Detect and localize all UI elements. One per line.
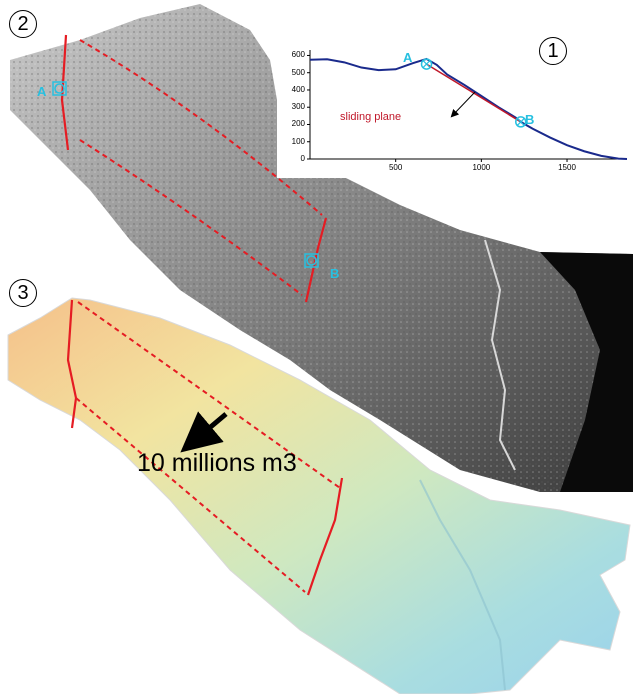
x-tick-label: 1500 (558, 163, 576, 172)
photo-point-b-label: B (330, 266, 340, 281)
profile-marker-a (420, 58, 433, 70)
profile-panel: 0 100 200 300 400 500 600 500 1000 1500 sliding … (277, 44, 633, 178)
photo-marker-b (304, 253, 319, 268)
elevation-profile-line (309, 57, 628, 160)
photo-landslide-outline (60, 34, 328, 303)
sliding-plane-label: sliding plane (340, 111, 402, 123)
panel-number-1: 1 (539, 37, 567, 65)
x-tick-label: 1000 (472, 163, 491, 172)
y-tick-label: 200 (291, 119, 305, 129)
road (484, 239, 516, 471)
profile-chart (307, 50, 628, 162)
sliding-plane-pointer (450, 91, 476, 118)
x-tick-label: 500 (388, 163, 403, 172)
fjord-water (540, 252, 633, 492)
terrain-model (7, 297, 631, 694)
panel-number-2: 2 (9, 10, 37, 38)
y-tick-label: 100 (291, 136, 305, 146)
volume-arrow (180, 411, 228, 453)
profile-point-a-label: A (403, 50, 413, 65)
y-tick-label: 0 (300, 154, 305, 163)
volume-label: 10 millions m3 (137, 449, 297, 477)
y-tick-label: 300 (291, 102, 305, 112)
aerial-photo (10, 4, 633, 492)
profile-point-b-label: B (525, 112, 535, 127)
panel-number-3: 3 (9, 279, 37, 307)
photo-point-a-label: A (37, 84, 47, 99)
model-landslide-outline (66, 299, 344, 596)
y-tick-label: 500 (291, 67, 305, 77)
profile-marker-b (515, 116, 527, 128)
y-tick-label: 400 (291, 84, 305, 94)
y-tick-label: 600 (291, 50, 305, 60)
photo-marker-a (52, 81, 67, 96)
